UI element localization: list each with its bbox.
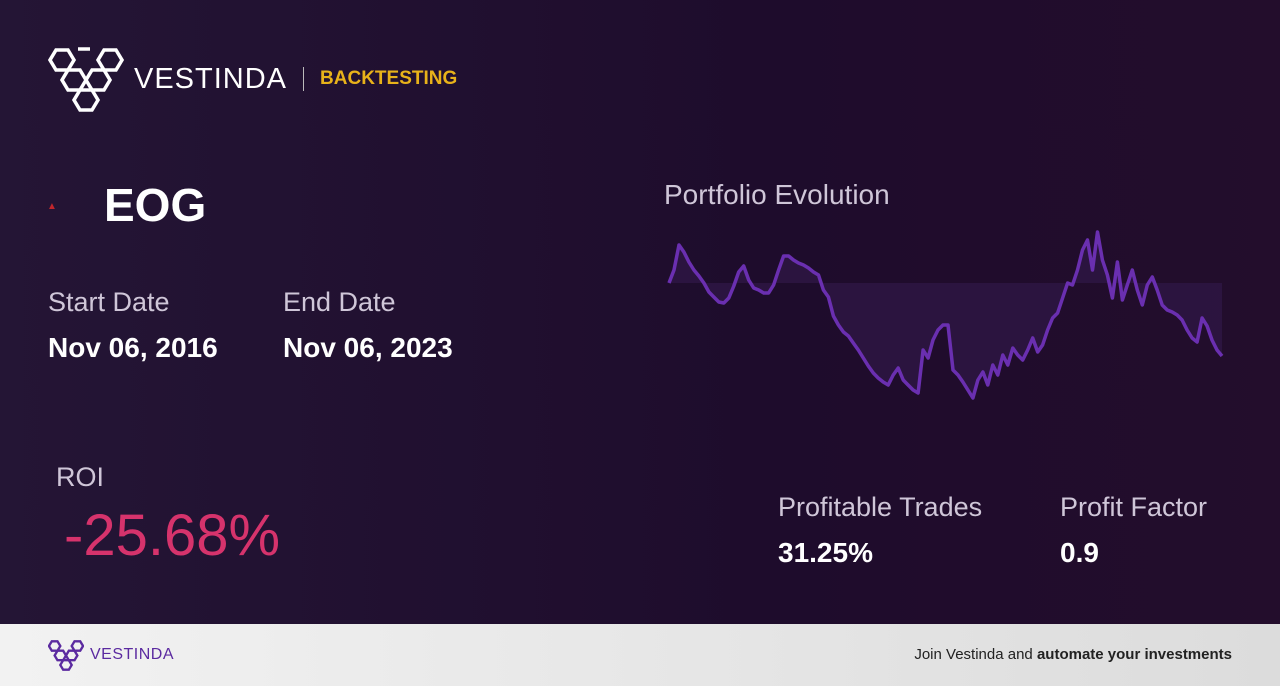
profit-factor-label: Profit Factor — [1060, 492, 1208, 522]
divider — [303, 67, 305, 91]
end-date-value: Nov 06, 2023 — [283, 332, 453, 363]
footer-brand-name: VESTINDA — [90, 646, 175, 663]
footer: VESTINDA Join Vestinda and automate your… — [0, 624, 1280, 686]
vestinda-logo-icon — [48, 640, 84, 671]
eog-logo: ▲ — [47, 198, 97, 214]
ticker: EOG — [104, 179, 207, 231]
portfolio-line — [667, 230, 1224, 400]
chart-area — [669, 232, 1222, 398]
portfolio-chart — [667, 230, 1224, 400]
flame-icon: ▲ — [47, 200, 57, 212]
profitable-trades-label: Profitable Trades — [778, 492, 983, 522]
chart-title: Portfolio Evolution — [664, 179, 890, 210]
section-label: BACKTESTING — [320, 68, 458, 89]
footer-brand[interactable]: VESTINDA — [48, 639, 174, 671]
footer-cta[interactable]: Join Vestinda and automate your investme… — [914, 646, 1232, 663]
profit-factor-value: 0.9 — [1060, 537, 1099, 568]
backtest-card: VESTINDA BACKTESTING ▲ EOG Start Date No… — [0, 0, 1280, 624]
start-date-value: Nov 06, 2016 — [48, 332, 218, 363]
brand-name: VESTINDA — [134, 62, 288, 95]
start-date-label: Start Date — [48, 287, 170, 317]
roi-value: -25.68% — [64, 503, 281, 568]
vestinda-logo-icon — [48, 47, 124, 112]
profitable-trades-value: 31.25% — [778, 537, 873, 568]
cta-text: Join Vestinda and — [914, 646, 1037, 663]
brand-header: VESTINDA BACKTESTING — [48, 46, 457, 112]
cta-bold-text: automate your investments — [1036, 646, 1232, 663]
end-date-label: End Date — [283, 287, 396, 317]
roi-label: ROI — [56, 462, 105, 492]
